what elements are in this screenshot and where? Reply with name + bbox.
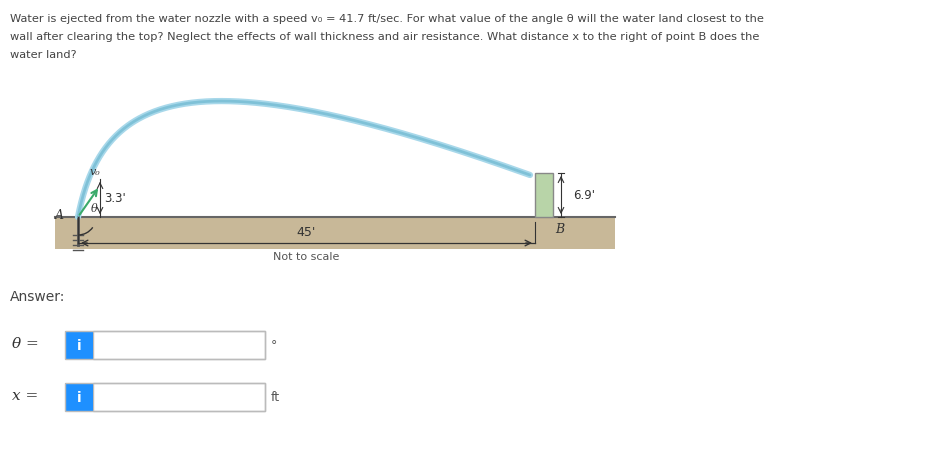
Bar [65,383,265,411]
Text: θ =: θ = [12,336,39,350]
Text: 45': 45' [297,226,316,239]
Text: v₀: v₀ [89,166,101,176]
Text: A: A [55,209,64,222]
Text: θ: θ [91,203,98,213]
Bar [65,331,265,359]
Text: °: ° [271,339,277,352]
Text: i: i [77,338,82,352]
Text: water land?: water land? [10,50,77,60]
Bar [93,383,265,411]
Bar [55,217,615,249]
Text: B: B [555,222,564,235]
Bar [65,331,93,359]
Text: 3.3': 3.3' [104,192,126,205]
Text: Answer:: Answer: [10,290,66,304]
Text: wall after clearing the top? Neglect the effects of wall thickness and air resis: wall after clearing the top? Neglect the… [10,32,760,42]
Text: 6.9': 6.9' [573,189,595,202]
Bar [65,383,93,411]
Bar [93,331,265,359]
Text: Water is ejected from the water nozzle with a speed v₀ = 41.7 ft/sec. For what v: Water is ejected from the water nozzle w… [10,14,764,24]
Text: ft: ft [271,391,280,404]
Bar [535,174,553,217]
Text: x =: x = [12,388,39,402]
Text: i: i [77,390,82,404]
Text: Not to scale: Not to scale [274,252,339,262]
